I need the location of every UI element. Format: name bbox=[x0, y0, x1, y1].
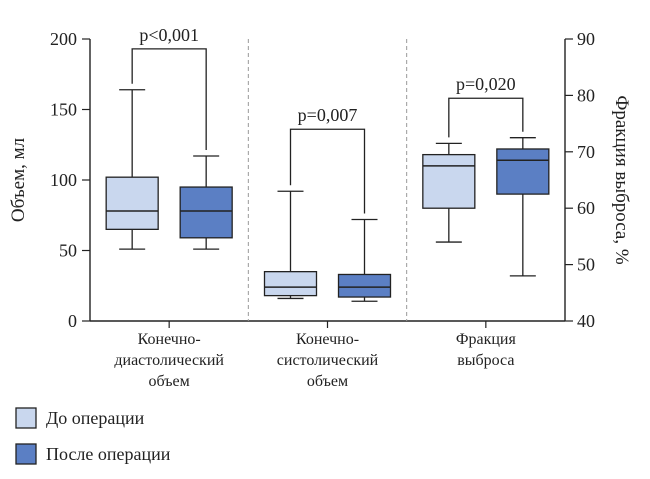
box-edv-before bbox=[105, 89, 159, 250]
box-iqr bbox=[496, 148, 550, 195]
y-left-tick-label: 100 bbox=[50, 170, 77, 190]
box-iqr bbox=[337, 273, 392, 298]
legend-swatch bbox=[15, 407, 37, 429]
category-label-line: Конечно- bbox=[138, 331, 201, 348]
legend-label: До операции bbox=[46, 408, 145, 428]
box-iqr bbox=[263, 270, 318, 297]
legend-item-before: До операции bbox=[15, 407, 145, 429]
category-label-line: объем bbox=[149, 373, 190, 390]
box-iqr bbox=[422, 153, 476, 209]
category-label-ef: Фракция выброса bbox=[456, 331, 517, 369]
axes: 0 50 100 150 200 40 50 60 70 80 90 bbox=[50, 29, 595, 331]
category-label-line: диастолический bbox=[114, 352, 224, 369]
category-label-edv: Конечно-диастолический объем bbox=[114, 331, 224, 390]
category-label-line: Фракция bbox=[456, 331, 517, 348]
y-right-tick-label: 40 bbox=[577, 311, 595, 331]
y-right-tick-label: 50 bbox=[577, 255, 595, 275]
category-label-line: Конечно- bbox=[296, 331, 359, 348]
box-esv-after bbox=[337, 218, 392, 302]
p-value-bracket bbox=[289, 128, 366, 214]
legend-label: После операции bbox=[46, 444, 171, 464]
category-label-line: систолический bbox=[277, 352, 379, 369]
y-axis-left-label: Объем, мл bbox=[8, 137, 29, 222]
category-label-line: объем bbox=[307, 373, 348, 390]
box-esv-before bbox=[263, 190, 318, 300]
y-right-tick-label: 90 bbox=[577, 29, 595, 49]
legend-item-after: После операции bbox=[15, 443, 171, 465]
category-label-line: выброса bbox=[457, 352, 514, 369]
legend: До операции После операции bbox=[15, 407, 171, 465]
p-value-brackets: p<0,001 p=0,007 p=0,020 bbox=[131, 25, 524, 214]
y-right-tick-label: 80 bbox=[577, 85, 595, 105]
y-left-tick-label: 150 bbox=[50, 100, 77, 120]
y-left-tick-label: 0 bbox=[68, 311, 77, 331]
y-axis-right-label: Фракция выброса, % bbox=[611, 95, 632, 264]
legend-swatch bbox=[15, 443, 37, 465]
box-iqr bbox=[179, 186, 233, 239]
p-value-bracket bbox=[448, 97, 524, 138]
y-right-tick-label: 70 bbox=[577, 142, 595, 162]
p-value-label: p=0,020 bbox=[456, 74, 516, 94]
p-value-label: p<0,001 bbox=[139, 25, 199, 45]
category-separators bbox=[247, 39, 408, 321]
box-edv-after bbox=[179, 155, 233, 250]
box-ef-after bbox=[496, 137, 550, 277]
y-right-tick-label: 60 bbox=[577, 198, 595, 218]
category-labels: Конечно-диастолический объемКонечно-систо… bbox=[114, 331, 516, 390]
box-ef-before bbox=[422, 142, 476, 243]
boxes bbox=[105, 89, 550, 302]
y-left-tick-label: 200 bbox=[50, 29, 77, 49]
category-label-esv: Конечно-систолический объем bbox=[277, 331, 379, 390]
box-iqr bbox=[105, 176, 159, 230]
p-value-bracket bbox=[131, 48, 207, 151]
y-left-tick-label: 50 bbox=[59, 241, 77, 261]
p-value-label: p=0,007 bbox=[298, 105, 358, 125]
